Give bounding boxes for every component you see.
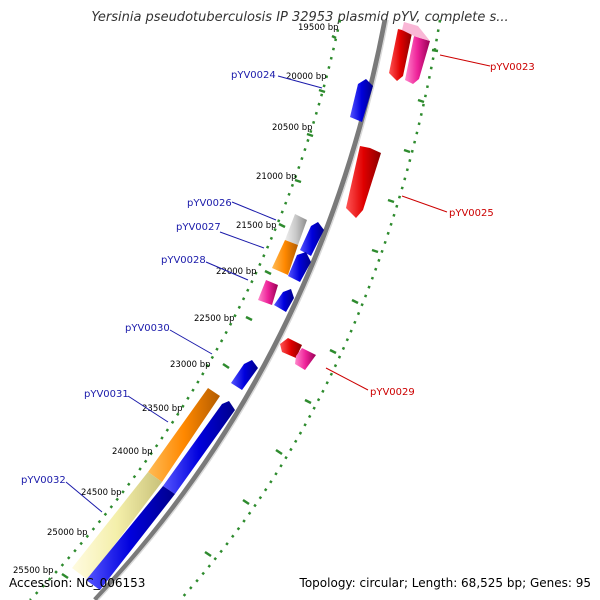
outer-dotted-ring xyxy=(179,19,442,600)
outer-ruler-tick xyxy=(417,98,425,104)
leader-line xyxy=(205,261,249,281)
feature-pYV0026-gray[interactable] xyxy=(285,214,307,245)
leader-line xyxy=(65,481,103,513)
feature-pYV0025-red[interactable] xyxy=(346,146,381,218)
ruler-label: 25000 bp xyxy=(47,528,88,538)
accession-text: Accession: NC_006153 xyxy=(9,576,146,590)
feature-pYV0028-blue[interactable] xyxy=(274,289,294,312)
feature-pYV0032-yellow[interactable] xyxy=(72,472,162,580)
ruler-label: 22000 bp xyxy=(216,267,257,277)
map-title: Yersinia pseudotuberculosis IP 32953 pla… xyxy=(91,10,509,25)
gene-label-pYV0024[interactable]: pYV0024 xyxy=(231,70,276,81)
gene-label-pYV0028[interactable]: pYV0028 xyxy=(161,255,206,266)
ruler-label: 23500 bp xyxy=(142,404,183,414)
feature-pYV0029-red[interactable] xyxy=(280,338,302,358)
backbone-highlight xyxy=(97,19,389,600)
leader-line xyxy=(277,75,323,89)
gene-label-pYV0026[interactable]: pYV0026 xyxy=(187,198,232,209)
gene-label-pYV0031[interactable]: pYV0031 xyxy=(84,389,129,400)
ruler-label: 20000 bp xyxy=(286,72,327,82)
outer-ruler-tick xyxy=(371,248,379,254)
topology-summary: Topology: circular; Length: 68,525 bp; G… xyxy=(299,576,591,590)
outer-ruler-tick xyxy=(242,498,250,506)
feature-pYV0030-blue[interactable] xyxy=(231,360,258,390)
outer-ruler-tick xyxy=(304,398,312,405)
gene-label-pYV0032[interactable]: pYV0032 xyxy=(21,475,66,486)
ruler-tick xyxy=(294,178,302,184)
gene-label-pYV0027[interactable]: pYV0027 xyxy=(176,222,221,233)
feature-blue-a[interactable] xyxy=(300,222,324,256)
ruler-label: 24000 bp xyxy=(112,447,153,457)
outer-ruler-ticks xyxy=(204,48,439,558)
leader-line xyxy=(127,395,169,423)
ruler-tick xyxy=(331,34,337,40)
feature-pYV0023-red[interactable] xyxy=(389,29,412,81)
leader-line xyxy=(401,195,448,213)
feature-pYV0029-pink[interactable] xyxy=(295,348,316,370)
outer-ruler-tick xyxy=(403,148,411,154)
feature-pYV0031-blue[interactable] xyxy=(163,401,235,494)
feature-pYV0023-pink[interactable] xyxy=(405,36,430,84)
ruler-label: 23000 bp xyxy=(170,360,211,370)
leader-line xyxy=(439,54,491,67)
gene-label-pYV0030[interactable]: pYV0030 xyxy=(125,323,170,334)
ruler-label: 21000 bp xyxy=(256,172,297,182)
ruler-label: 25500 bp xyxy=(13,566,54,576)
feature-pYV0032-blue[interactable] xyxy=(86,486,175,590)
ruler-tick xyxy=(306,132,314,138)
ruler-label: 21500 bp xyxy=(236,221,277,231)
ruler-tick xyxy=(222,362,230,370)
ruler-tick xyxy=(264,269,272,276)
outer-ruler-tick xyxy=(275,448,283,456)
ruler-tick xyxy=(61,572,69,580)
ruler-tick xyxy=(318,88,326,94)
leader-line xyxy=(325,367,369,391)
leader-line xyxy=(231,201,277,221)
ruler-label: 19500 bp xyxy=(298,23,339,33)
leader-line xyxy=(169,329,213,355)
feature-blue-b[interactable] xyxy=(288,252,311,282)
ruler-tick xyxy=(245,315,253,322)
gene-label-pYV0023[interactable]: pYV0023 xyxy=(490,62,535,73)
feature-pYV0028-pink[interactable] xyxy=(258,280,278,305)
outer-ruler-tick xyxy=(329,348,337,355)
ruler-label: 24500 bp xyxy=(81,488,122,498)
feature-pYV0031-orange[interactable] xyxy=(148,388,220,482)
ruler-label: 20500 bp xyxy=(272,123,313,133)
leader-line xyxy=(219,231,265,249)
gene-label-pYV0025[interactable]: pYV0025 xyxy=(449,208,494,219)
feature-pYV0027-orange[interactable] xyxy=(272,240,298,275)
feature-pink-cap xyxy=(402,22,430,41)
outer-ruler-tick xyxy=(431,48,439,53)
feature-pYV0024-blue[interactable] xyxy=(350,79,373,122)
ruler-tick xyxy=(278,222,286,229)
ruler-label: 22500 bp xyxy=(194,314,235,324)
gene-label-pYV0029[interactable]: pYV0029 xyxy=(370,387,415,398)
outer-ruler-tick xyxy=(387,198,395,204)
outer-ruler-tick xyxy=(351,298,359,305)
outer-ruler-tick xyxy=(204,550,212,558)
